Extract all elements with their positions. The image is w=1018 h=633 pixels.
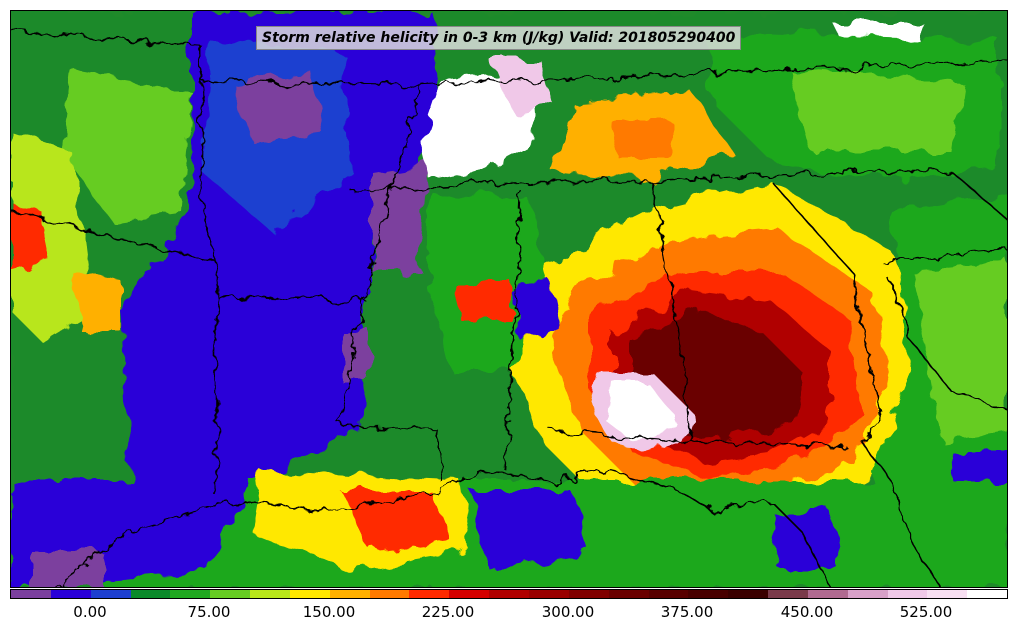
helicity-field — [11, 11, 1007, 587]
colorbar-tick-label: 300.00 — [541, 603, 595, 621]
colorbar-tick-label: 75.00 — [187, 603, 231, 621]
colorbar-segment — [489, 590, 529, 598]
map-title: Storm relative helicity in 0-3 km (J/kg)… — [256, 26, 742, 50]
colorbar-segment — [329, 590, 370, 598]
colorbar-segment — [927, 590, 968, 598]
colorbar-segment — [409, 590, 450, 598]
colorbar-segment — [369, 590, 410, 598]
colorbar-tick-label: 0.00 — [73, 603, 107, 621]
colorbar-segment — [768, 590, 808, 598]
helicity-map: Storm relative helicity in 0-3 km (J/kg)… — [10, 10, 1008, 588]
colorbar-segment — [528, 590, 569, 598]
colorbar-segment — [568, 590, 609, 598]
colorbar-segment — [50, 590, 91, 598]
colorbar-segment — [728, 590, 769, 598]
colorbar-segment — [11, 590, 51, 598]
colorbar-segment — [90, 590, 131, 598]
colorbar-tick-label: 150.00 — [302, 603, 356, 621]
colorbar-segment — [608, 590, 649, 598]
colorbar-segment — [807, 590, 848, 598]
colorbar-labels: 0.00 75.00 150.00 225.00 300.00 375.00 450.00 5… — [10, 603, 1008, 625]
state-boundaries — [11, 30, 1007, 587]
colorbar-tick-label: 225.00 — [421, 603, 475, 621]
map-field-svg — [11, 11, 1007, 587]
colorbar-segment — [449, 590, 490, 598]
colorbar-segment — [967, 590, 1008, 598]
colorbar-tick-label: 525.00 — [899, 603, 953, 621]
colorbar-segment — [210, 590, 251, 598]
colorbar-tick-label: 375.00 — [660, 603, 714, 621]
colorbar — [10, 589, 1008, 599]
colorbar-segment — [289, 590, 330, 598]
colorbar-segment — [170, 590, 211, 598]
colorbar-segment — [648, 590, 689, 598]
colorbar-tick-label: 450.00 — [780, 603, 834, 621]
colorbar-segment — [250, 590, 290, 598]
colorbar-segment — [887, 590, 928, 598]
colorbar-segment — [130, 590, 171, 598]
colorbar-segment — [688, 590, 729, 598]
colorbar-segment — [847, 590, 888, 598]
